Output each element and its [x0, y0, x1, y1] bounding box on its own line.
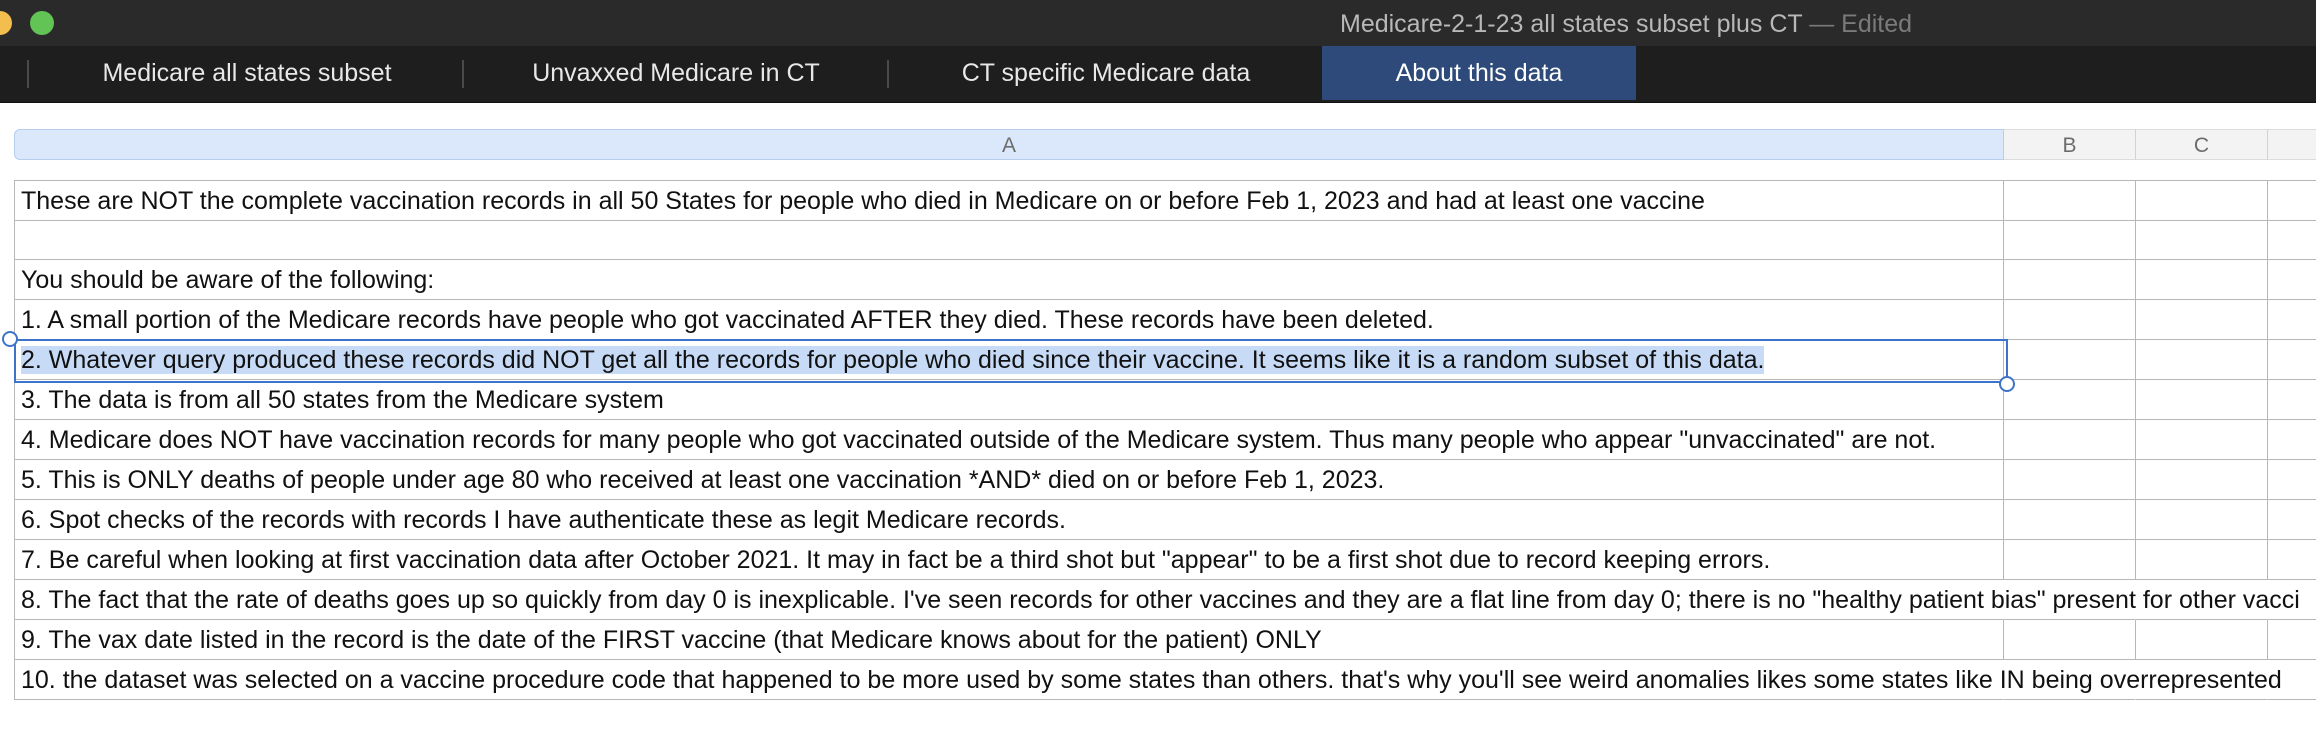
- cell-b[interactable]: [2004, 460, 2136, 500]
- cell-a[interactable]: You should be aware of the following:: [14, 260, 2004, 300]
- selection-handle-bottom-right[interactable]: [1999, 376, 2015, 392]
- cell-c[interactable]: [2136, 460, 2268, 500]
- column-header-d[interactable]: [2268, 129, 2316, 160]
- cell-b[interactable]: [2004, 260, 2136, 300]
- table-row-selected: 2. Whatever query produced these records…: [14, 340, 2316, 380]
- cell-d[interactable]: [2268, 181, 2316, 221]
- tab-divider: [462, 60, 464, 88]
- cell-b[interactable]: [2004, 540, 2136, 580]
- table-row: You should be aware of the following:: [14, 260, 2316, 300]
- cell-c[interactable]: [2136, 580, 2268, 620]
- cell-d[interactable]: [2268, 420, 2316, 460]
- cell-a[interactable]: [14, 220, 2004, 260]
- column-header-b[interactable]: B: [2004, 129, 2136, 160]
- cell-text: 1. A small portion of the Medicare recor…: [21, 306, 1434, 334]
- table-row: 9. The vax date listed in the record is …: [14, 620, 2316, 660]
- zoom-window-button[interactable]: [30, 11, 54, 35]
- table-row: 4. Medicare does NOT have vaccination re…: [14, 420, 2316, 460]
- cell-d[interactable]: [2268, 220, 2316, 260]
- cell-a[interactable]: 6. Spot checks of the records with recor…: [14, 500, 2004, 540]
- cell-text: 7. Be careful when looking at first vacc…: [21, 546, 1771, 574]
- cell-c[interactable]: [2136, 380, 2268, 420]
- table-row: 1. A small portion of the Medicare recor…: [14, 300, 2316, 340]
- cell-d[interactable]: [2268, 340, 2316, 380]
- cell-b[interactable]: [2004, 181, 2136, 221]
- cell-b[interactable]: [2004, 620, 2136, 660]
- cell-d[interactable]: [2268, 620, 2316, 660]
- cell-d[interactable]: [2268, 660, 2316, 700]
- cell-d[interactable]: [2268, 300, 2316, 340]
- cell-b[interactable]: [2004, 660, 2136, 700]
- cell-a[interactable]: 3. The data is from all 50 states from t…: [14, 380, 2004, 420]
- table-row: 8. The fact that the rate of deaths goes…: [14, 580, 2316, 620]
- cell-b[interactable]: [2004, 420, 2136, 460]
- cell-c[interactable]: [2136, 300, 2268, 340]
- tab-ct-specific-medicare-data[interactable]: CT specific Medicare data: [961, 59, 1251, 87]
- window-titlebar: Medicare-2-1-23 all states subset plus C…: [0, 0, 2316, 46]
- cell-d[interactable]: [2268, 460, 2316, 500]
- cell-d[interactable]: [2268, 580, 2316, 620]
- table-row: These are NOT the complete vaccination r…: [14, 180, 2316, 221]
- minimize-window-button[interactable]: [0, 11, 12, 35]
- cell-a[interactable]: These are NOT the complete vaccination r…: [14, 181, 2004, 221]
- table-row: [14, 220, 2316, 260]
- cell-a[interactable]: 1. A small portion of the Medicare recor…: [14, 300, 2004, 340]
- cell-b[interactable]: [2004, 340, 2136, 380]
- cell-text: 9. The vax date listed in the record is …: [21, 626, 1322, 654]
- tab-unvaxxed-medicare-in-ct[interactable]: Unvaxxed Medicare in CT: [532, 59, 820, 87]
- cell-text: You should be aware of the following:: [21, 266, 435, 294]
- tab-divider: [887, 60, 889, 88]
- cell-b[interactable]: [2004, 580, 2136, 620]
- tab-divider: [27, 60, 29, 88]
- cell-c[interactable]: [2136, 620, 2268, 660]
- cell-b[interactable]: [2004, 300, 2136, 340]
- cell-c[interactable]: [2136, 420, 2268, 460]
- table-row: 7. Be careful when looking at first vacc…: [14, 540, 2316, 580]
- table-row: 10. the dataset was selected on a vaccin…: [14, 660, 2316, 700]
- cell-a[interactable]: 4. Medicare does NOT have vaccination re…: [14, 420, 2004, 460]
- cell-d[interactable]: [2268, 260, 2316, 300]
- cell-text: 4. Medicare does NOT have vaccination re…: [21, 426, 1937, 454]
- column-header-a[interactable]: A: [14, 129, 2004, 160]
- cell-text: 10. the dataset was selected on a vaccin…: [21, 666, 2282, 694]
- document-name: Medicare-2-1-23 all states subset plus C…: [1340, 10, 1803, 38]
- cell-c[interactable]: [2136, 340, 2268, 380]
- cell-text: These are NOT the complete vaccination r…: [21, 187, 1705, 215]
- selection-handle-top-left[interactable]: [2, 331, 18, 347]
- cell-d[interactable]: [2268, 380, 2316, 420]
- cell-a[interactable]: 8. The fact that the rate of deaths goes…: [14, 580, 2300, 620]
- cell-a[interactable]: 9. The vax date listed in the record is …: [14, 620, 2004, 660]
- cell-d[interactable]: [2268, 500, 2316, 540]
- cell-text: 3. The data is from all 50 states from t…: [21, 386, 664, 414]
- table-row: 6. Spot checks of the records with recor…: [14, 500, 2316, 540]
- table-row: 5. This is ONLY deaths of people under a…: [14, 460, 2316, 500]
- sheet-tab-bar: Medicare all states subset Unvaxxed Medi…: [0, 46, 2316, 103]
- edited-status: — Edited: [1809, 10, 1913, 38]
- cell-c[interactable]: [2136, 660, 2268, 700]
- tab-medicare-all-states-subset[interactable]: Medicare all states subset: [102, 59, 392, 87]
- cell-a[interactable]: 7. Be careful when looking at first vacc…: [14, 540, 2004, 580]
- cell-a[interactable]: 5. This is ONLY deaths of people under a…: [14, 460, 2004, 500]
- cell-b[interactable]: [2004, 380, 2136, 420]
- cell-text: 8. The fact that the rate of deaths goes…: [21, 586, 2300, 614]
- cell-a[interactable]: 10. the dataset was selected on a vaccin…: [14, 660, 2282, 700]
- cell-d[interactable]: [2268, 540, 2316, 580]
- cell-text: 2. Whatever query produced these records…: [21, 346, 1765, 374]
- table-row: 3. The data is from all 50 states from t…: [14, 380, 2316, 420]
- cell-text: 6. Spot checks of the records with recor…: [21, 506, 1066, 534]
- cell-b[interactable]: [2004, 500, 2136, 540]
- cell-c[interactable]: [2136, 540, 2268, 580]
- cell-a[interactable]: 2. Whatever query produced these records…: [14, 340, 2004, 380]
- cell-c[interactable]: [2136, 260, 2268, 300]
- cell-b[interactable]: [2004, 220, 2136, 260]
- cell-c[interactable]: [2136, 500, 2268, 540]
- cell-text: 5. This is ONLY deaths of people under a…: [21, 466, 1385, 494]
- window-title: Medicare-2-1-23 all states subset plus C…: [1340, 0, 1912, 46]
- tab-about-this-data[interactable]: About this data: [1322, 46, 1636, 100]
- column-header-c[interactable]: C: [2136, 129, 2268, 160]
- cell-c[interactable]: [2136, 220, 2268, 260]
- cell-c[interactable]: [2136, 181, 2268, 221]
